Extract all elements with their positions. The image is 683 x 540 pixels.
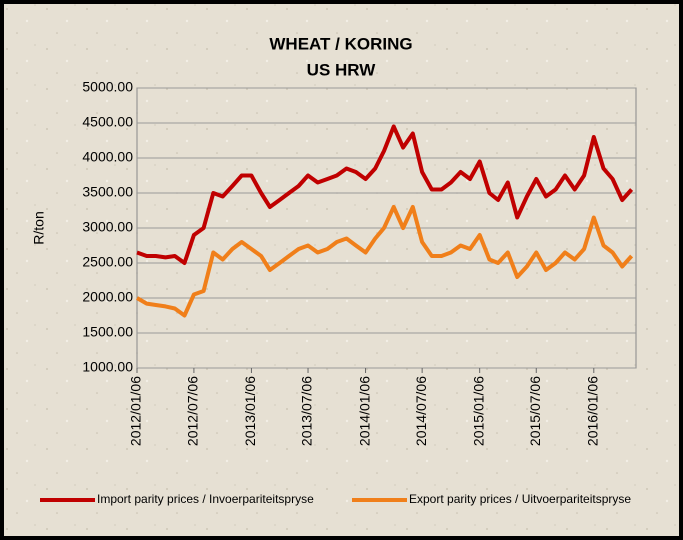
y-axis-label: R/ton	[31, 211, 47, 244]
chart-title: WHEAT / KORING	[269, 34, 412, 53]
y-tick-label: 2500.00	[82, 254, 133, 270]
series-line	[136, 124, 634, 265]
y-tick-label: 3000.00	[82, 219, 133, 235]
x-tick-label: 2012/07/06	[185, 376, 201, 446]
x-tick-label: 2014/01/06	[356, 376, 372, 446]
y-tick-label: 4000.00	[82, 149, 133, 165]
series-line	[136, 205, 634, 318]
y-tick-label: 1500.00	[82, 324, 133, 340]
y-tick-label: 5000.00	[82, 79, 133, 95]
x-tick-label: 2013/01/06	[242, 376, 258, 446]
x-tick-label: 2013/07/06	[299, 376, 315, 446]
y-tick-label: 3500.00	[82, 184, 133, 200]
chart-subtitle: US HRW	[307, 60, 377, 79]
y-tick-label: 1000.00	[82, 359, 133, 375]
legend-label: Import parity prices / Invoerpariteitspr…	[97, 492, 314, 506]
x-tick-label: 2015/01/06	[470, 376, 486, 446]
x-tick-label: 2012/01/06	[128, 376, 144, 446]
legend-label: Export parity prices / Uitvoerpariteitsp…	[409, 492, 631, 506]
y-tick-label: 2000.00	[82, 289, 133, 305]
x-tick-label: 2016/01/06	[584, 376, 600, 446]
x-tick-label: 2015/07/06	[527, 376, 543, 446]
x-tick-label: 2014/07/06	[413, 376, 429, 446]
y-tick-label: 4500.00	[82, 114, 133, 130]
